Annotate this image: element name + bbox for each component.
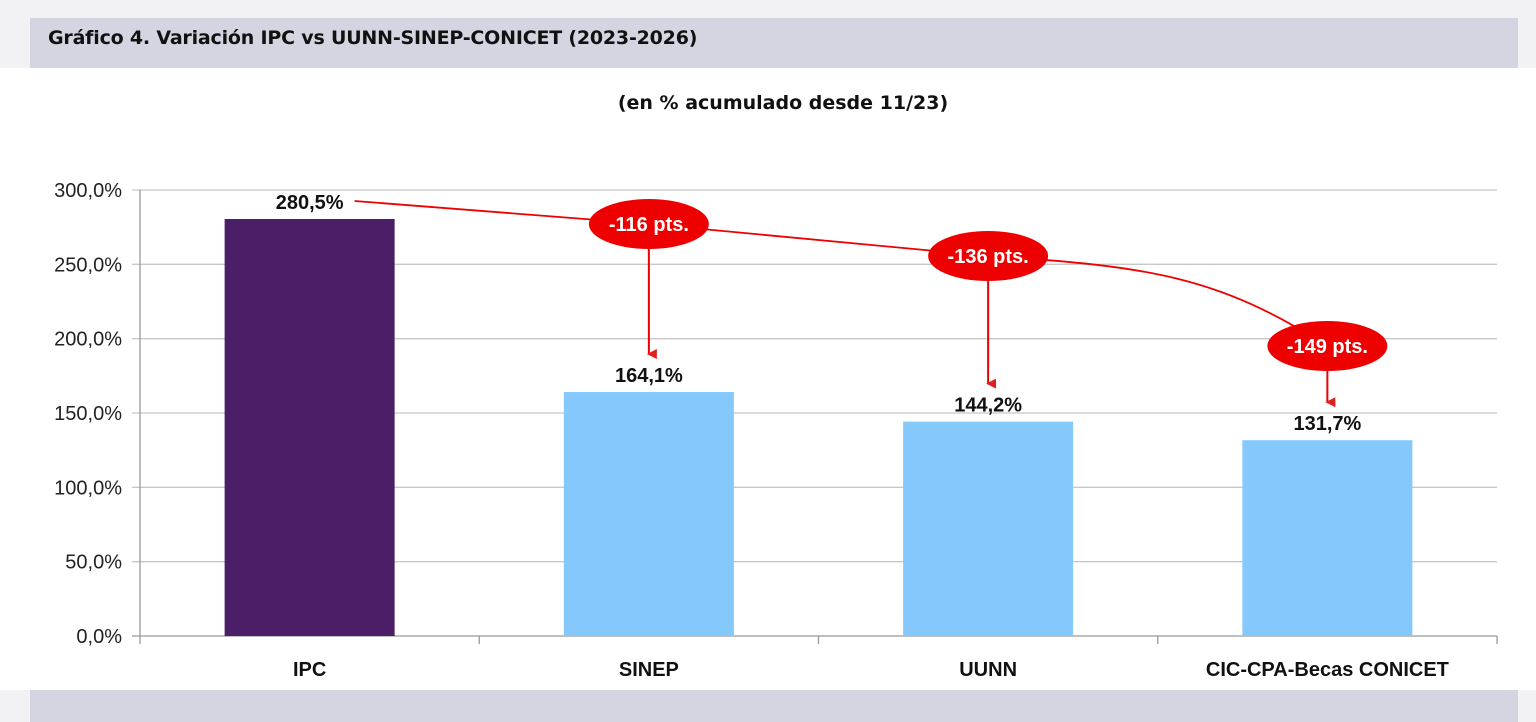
footer-band — [30, 690, 1518, 722]
connector-line — [354, 200, 1328, 347]
y-tick-label: 0,0% — [76, 626, 122, 648]
data-label: 131,7% — [1293, 413, 1361, 435]
header-band: Gráfico 4. Variación IPC vs UUNN-SINEP-C… — [30, 18, 1518, 68]
y-tick-label: 100,0% — [54, 477, 122, 499]
bar-3 — [1242, 440, 1413, 636]
y-tick-label: 200,0% — [54, 329, 122, 351]
chart-subtitle: (en % acumulado desde 11/23) — [617, 92, 949, 114]
annotation-badge — [1267, 321, 1388, 371]
y-tick-label: 50,0% — [65, 552, 122, 574]
bar-2 — [903, 421, 1074, 636]
y-tick-label: 250,0% — [54, 254, 122, 276]
data-label: 144,2% — [954, 395, 1022, 417]
y-tick-label: 300,0% — [54, 180, 122, 202]
annotation-text: -136 pts. — [948, 246, 1029, 268]
x-tick-label: CIC-CPA-Becas CONICET — [1206, 659, 1449, 681]
x-tick-label: UUNN — [959, 659, 1017, 681]
x-tick-label: IPC — [293, 659, 326, 681]
annotation-text: -116 pts. — [609, 214, 689, 236]
bar-1 — [563, 392, 734, 636]
data-label: 280,5% — [276, 192, 344, 214]
bar-0 — [224, 218, 395, 637]
annotation-badge — [588, 199, 709, 249]
annotation-badge — [928, 231, 1049, 281]
data-label: 164,1% — [615, 365, 683, 387]
y-tick-label: 150,0% — [54, 403, 122, 425]
annotation-text: -149 pts. — [1287, 336, 1368, 358]
chart-title: Gráfico 4. Variación IPC vs UUNN-SINEP-C… — [48, 27, 698, 49]
x-tick-label: SINEP — [619, 659, 679, 681]
